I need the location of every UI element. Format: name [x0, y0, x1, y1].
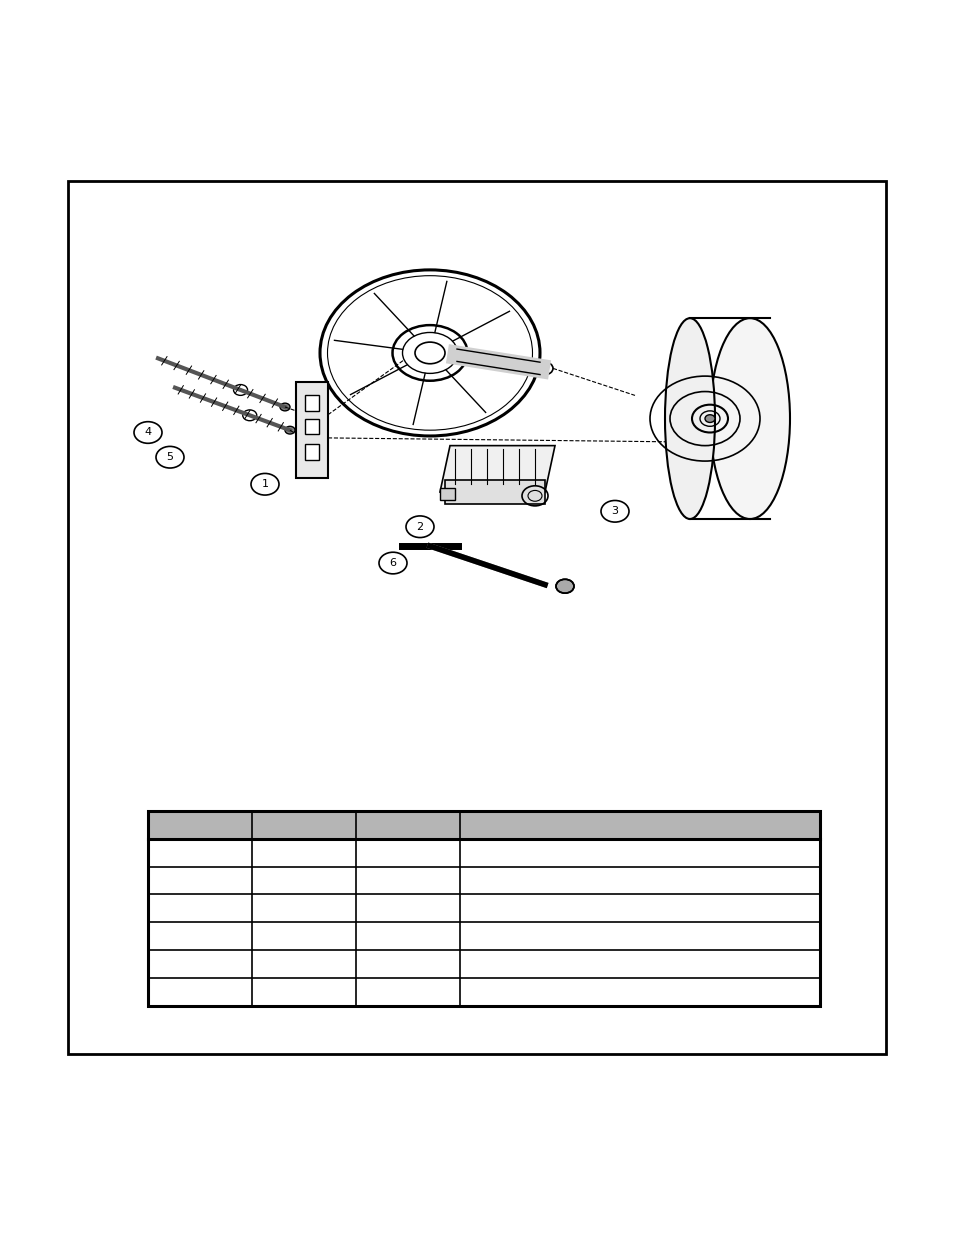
Bar — [68, 180, 885, 1055]
Ellipse shape — [280, 403, 290, 411]
Bar — [148, 811, 820, 1005]
Bar — [295, 383, 328, 478]
Bar — [444, 480, 544, 504]
Ellipse shape — [133, 421, 162, 443]
Ellipse shape — [242, 410, 256, 421]
Bar — [305, 395, 318, 411]
Text: 2: 2 — [416, 521, 423, 532]
Ellipse shape — [704, 415, 714, 422]
Polygon shape — [439, 446, 555, 492]
Ellipse shape — [285, 426, 294, 433]
Text: 1: 1 — [261, 479, 268, 489]
Ellipse shape — [378, 552, 407, 574]
Text: 4: 4 — [144, 427, 152, 437]
Bar — [305, 419, 318, 433]
Ellipse shape — [233, 384, 247, 395]
Bar — [148, 811, 820, 839]
Text: 5: 5 — [167, 452, 173, 462]
Bar — [305, 445, 318, 459]
Text: 3: 3 — [611, 506, 618, 516]
Ellipse shape — [406, 516, 434, 537]
Text: 6: 6 — [389, 558, 396, 568]
Bar — [439, 488, 455, 500]
Ellipse shape — [156, 446, 184, 468]
Ellipse shape — [709, 319, 789, 519]
Ellipse shape — [251, 473, 278, 495]
Ellipse shape — [600, 500, 628, 522]
Ellipse shape — [664, 319, 714, 519]
Ellipse shape — [556, 579, 574, 593]
